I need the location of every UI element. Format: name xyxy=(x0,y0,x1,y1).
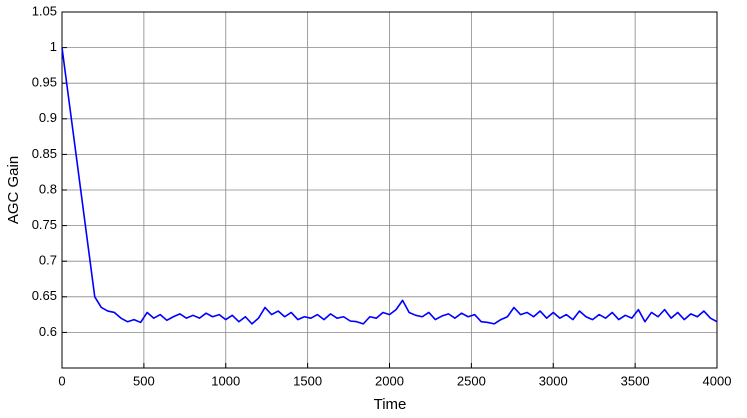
y-tick-label: 0.9 xyxy=(39,110,57,125)
y-tick-label: 0.6 xyxy=(39,324,57,339)
x-tick-label: 0 xyxy=(58,373,65,388)
y-tick-label: 0.85 xyxy=(32,146,57,161)
y-tick-label: 1.05 xyxy=(32,3,57,18)
x-tick-label: 500 xyxy=(133,373,155,388)
x-tick-label: 4000 xyxy=(703,373,732,388)
y-tick-label: 0.95 xyxy=(32,75,57,90)
x-tick-label: 1500 xyxy=(293,373,322,388)
x-axis-label: Time xyxy=(374,396,407,413)
x-tick-label: 3500 xyxy=(621,373,650,388)
x-tick-label: 3000 xyxy=(539,373,568,388)
y-tick-label: 0.65 xyxy=(32,288,57,303)
x-tick-label: 2500 xyxy=(457,373,486,388)
y-tick-label: 0.75 xyxy=(32,217,57,232)
plot-frame xyxy=(61,11,718,369)
data-line xyxy=(61,47,718,325)
x-tick-label: 2000 xyxy=(375,373,404,388)
y-tick-label: 0.7 xyxy=(39,253,57,268)
y-tick-label: 0.8 xyxy=(39,181,57,196)
x-tick-label: 1000 xyxy=(211,373,240,388)
y-axis-label: AGC Gain xyxy=(5,156,22,224)
y-tick-label: 1 xyxy=(50,39,57,54)
